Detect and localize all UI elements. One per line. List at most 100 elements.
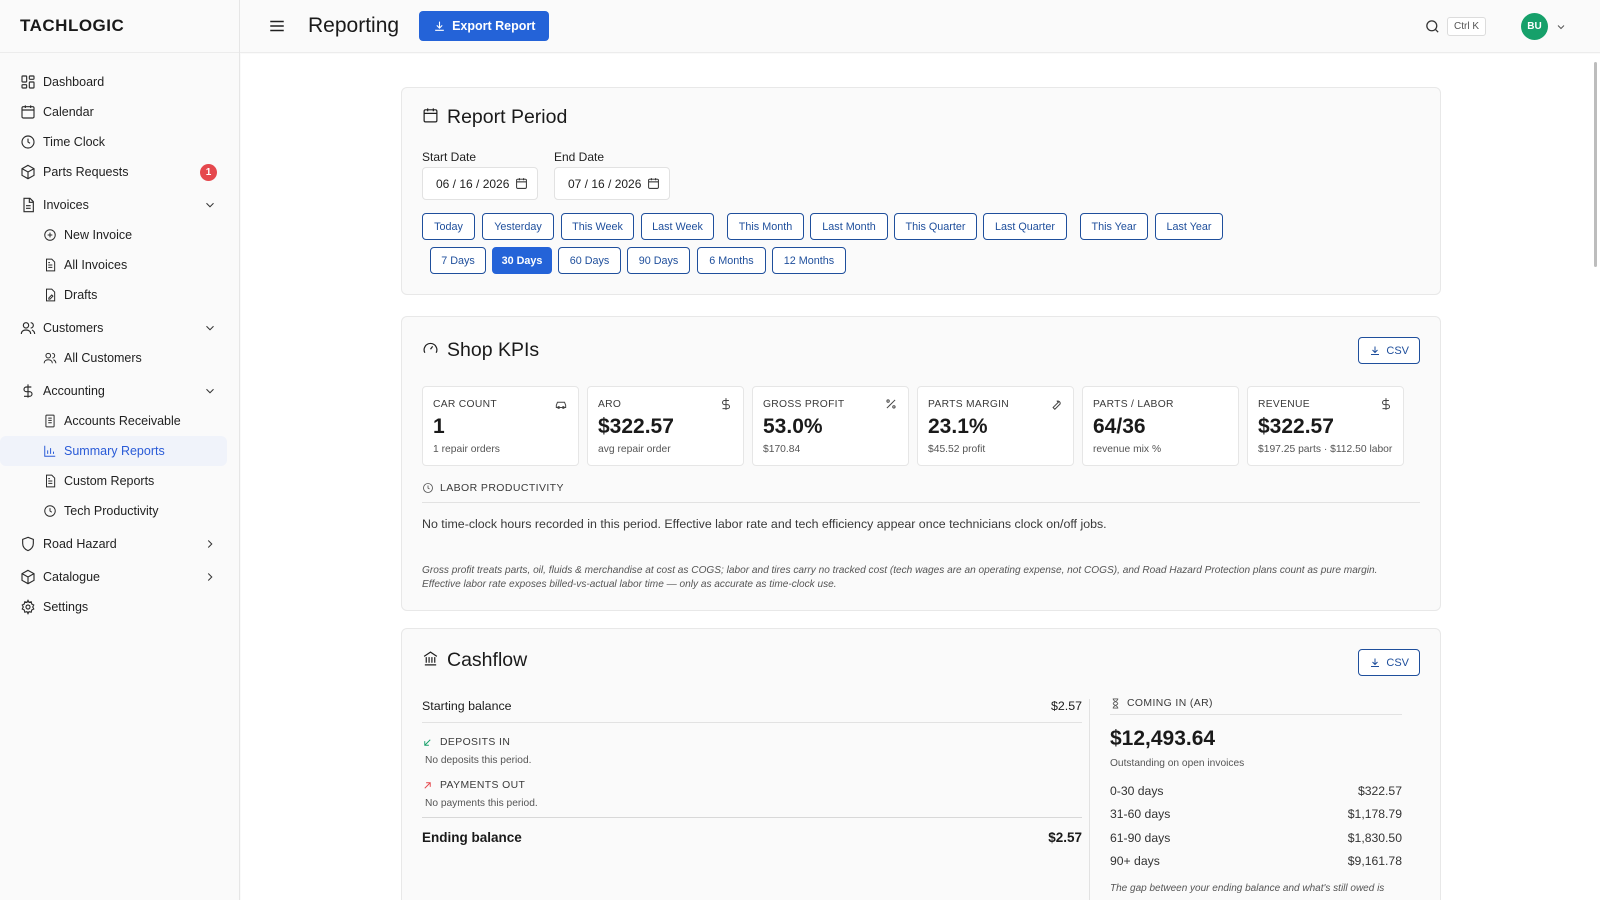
calendar-icon	[20, 104, 36, 120]
sidebar-item-accounts-receivable[interactable]: Accounts Receivable	[0, 406, 227, 436]
search-shortcut-hint: Ctrl K	[1447, 17, 1486, 36]
sidebar-item-label: Customers	[43, 321, 104, 335]
search-icon[interactable]	[1424, 18, 1441, 35]
sidebar-item-customers[interactable]: Customers	[0, 313, 239, 343]
preset-this-quarter[interactable]: This Quarter	[894, 213, 977, 240]
sidebar-item-catalogue[interactable]: Catalogue	[0, 562, 239, 592]
sidebar-item-label: Road Hazard	[43, 537, 117, 551]
kpis-csv-button[interactable]: CSV	[1358, 337, 1420, 364]
sidebar-item-summary-reports[interactable]: Summary Reports	[0, 436, 227, 466]
labor-productivity-text: No time-clock hours recorded in this per…	[422, 517, 1107, 531]
sidebar-item-custom-reports[interactable]: Custom Reports	[0, 466, 227, 496]
preset-last-month[interactable]: Last Month	[810, 213, 888, 240]
start-date-label: Start Date	[422, 150, 477, 164]
preset-90-days[interactable]: 90 Days	[627, 247, 690, 274]
kpi-value: 1	[433, 415, 445, 438]
package-icon	[20, 569, 36, 585]
end-date-value: 07 / 16 / 2026	[568, 176, 642, 191]
top-bar: Reporting Export Report Ctrl K BU	[240, 0, 1600, 53]
gear-icon	[20, 599, 36, 615]
cashflow-card: Cashflow CSV Starting balance $2.57 DEPO…	[401, 628, 1441, 900]
kpi-parts-margin: PARTS MARGIN 23.1% $45.52 profit	[917, 386, 1074, 466]
export-report-button[interactable]: Export Report	[419, 11, 550, 41]
kpi-parts-labor: PARTS / LABOR 64/36 revenue mix %	[1082, 386, 1239, 466]
preset-this-week[interactable]: This Week	[561, 213, 634, 240]
brand-logo[interactable]: TACHLOGIC	[0, 0, 239, 53]
sidebar-item-dashboard[interactable]: Dashboard	[0, 67, 239, 97]
page-title: Reporting	[308, 14, 400, 37]
ar-aging-row: 0-30 days $322.57	[1110, 779, 1402, 803]
preset-last-quarter[interactable]: Last Quarter	[983, 213, 1067, 240]
sidebar-item-label: Accounting	[43, 384, 105, 398]
kpi-label: PARTS / LABOR	[1093, 399, 1174, 410]
chevron-right-icon	[203, 537, 217, 551]
payments-empty: No payments this period.	[425, 798, 538, 809]
sidebar-item-tech-productivity[interactable]: Tech Productivity	[0, 496, 227, 526]
menu-icon[interactable]	[268, 17, 286, 35]
avatar[interactable]: BU	[1521, 13, 1548, 40]
kpi-sub: $197.25 parts · $112.50 labor	[1258, 444, 1393, 455]
scrollbar-thumb[interactable]	[1594, 62, 1597, 267]
shield-icon	[20, 536, 36, 552]
preset-this-year[interactable]: This Year	[1080, 213, 1148, 240]
aging-label: 90+ days	[1110, 854, 1160, 869]
aging-value: $1,178.79	[1347, 807, 1402, 822]
sidebar-item-label: Custom Reports	[64, 474, 155, 488]
preset-last-week[interactable]: Last Week	[641, 213, 714, 240]
preset-60-days[interactable]: 60 Days	[558, 247, 621, 274]
end-date-input[interactable]: 07 / 16 / 2026	[554, 167, 670, 200]
dollar-icon	[20, 383, 36, 399]
sidebar-item-settings[interactable]: Settings	[0, 592, 239, 622]
report-period-title: Report Period	[447, 106, 568, 128]
aging-label: 61-90 days	[1110, 830, 1171, 845]
sidebar-item-road-hazard[interactable]: Road Hazard	[0, 529, 239, 559]
payments-heading: PAYMENTS OUT	[422, 780, 1082, 791]
sidebar-item-label: Parts Requests	[43, 165, 129, 179]
chevron-down-icon[interactable]	[1555, 20, 1567, 32]
ar-heading-label: COMING IN (AR)	[1127, 698, 1213, 709]
ar-note: The gap between your ending balance and …	[1110, 883, 1385, 894]
sidebar-item-drafts[interactable]: Drafts	[0, 280, 227, 310]
cashflow-csv-button[interactable]: CSV	[1358, 649, 1420, 676]
kpi-label: CAR COUNT	[433, 399, 497, 410]
kpi-footnote: Gross profit treats parts, oil, fluids &…	[422, 565, 1378, 590]
clock-icon	[43, 504, 57, 518]
preset-12-months[interactable]: 12 Months	[772, 247, 846, 274]
sidebar-item-all-customers[interactable]: All Customers	[0, 343, 227, 373]
sidebar-item-label: New Invoice	[64, 228, 133, 242]
calendar-icon[interactable]	[515, 177, 528, 190]
preset-today[interactable]: Today	[422, 213, 475, 240]
sidebar-item-all-invoices[interactable]: All Invoices	[0, 250, 227, 280]
sidebar-item-label: All Invoices	[64, 258, 128, 272]
preset-6-months[interactable]: 6 Months	[697, 247, 766, 274]
document-icon	[20, 197, 36, 213]
sidebar-nav: Dashboard Calendar Time Clock Parts Requ…	[0, 53, 239, 622]
sidebar-item-label: Settings	[43, 600, 89, 614]
preset-7-days[interactable]: 7 Days	[430, 247, 486, 274]
sidebar-item-parts-requests[interactable]: Parts Requests 1	[0, 157, 239, 187]
arrow-up-right-icon	[424, 782, 431, 789]
preset-last-year[interactable]: Last Year	[1155, 213, 1223, 240]
preset-30-days[interactable]: 30 Days	[492, 247, 552, 274]
sidebar-item-invoices[interactable]: Invoices	[0, 190, 239, 220]
deposits-heading: DEPOSITS IN	[422, 737, 1082, 748]
kpi-label: GROSS PROFIT	[763, 399, 845, 410]
ar-aging-row: 31-60 days $1,178.79	[1110, 803, 1402, 827]
preset-yesterday[interactable]: Yesterday	[482, 213, 554, 240]
ar-total: $12,493.64	[1110, 727, 1216, 750]
starting-balance-label: Starting balance	[422, 699, 512, 713]
sidebar-item-new-invoice[interactable]: New Invoice	[0, 220, 227, 250]
sidebar-item-accounting[interactable]: Accounting	[0, 376, 239, 406]
chevron-down-icon	[203, 384, 217, 398]
sidebar-item-label: Time Clock	[43, 135, 106, 149]
sidebar-item-time-clock[interactable]: Time Clock	[0, 127, 239, 157]
sidebar-item-calendar[interactable]: Calendar	[0, 97, 239, 127]
dollar-icon	[1379, 397, 1393, 411]
kpi-label: REVENUE	[1258, 399, 1310, 410]
ar-heading: COMING IN (AR)	[1110, 693, 1402, 715]
start-date-input[interactable]: 06 / 16 / 2026	[422, 167, 538, 200]
sidebar-item-label: Dashboard	[43, 75, 105, 89]
sidebar-item-label: All Customers	[64, 351, 142, 365]
preset-this-month[interactable]: This Month	[727, 213, 804, 240]
calendar-icon[interactable]	[647, 177, 660, 190]
